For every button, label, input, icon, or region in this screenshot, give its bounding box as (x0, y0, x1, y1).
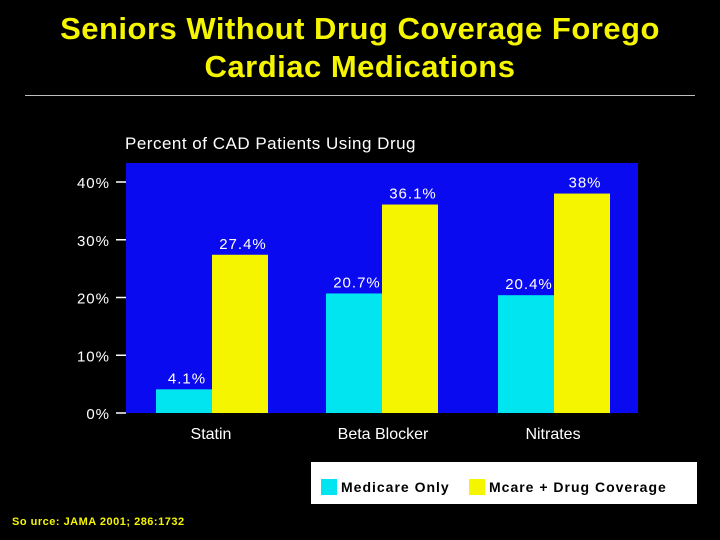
bar-data-label: 20.7% (333, 274, 381, 291)
chart-legend: Medicare Only Mcare + Drug Coverage (311, 462, 697, 504)
legend-swatch-medicare-only (321, 479, 337, 495)
y-tick-label: 20% (77, 291, 110, 308)
legend-label-medicare-only: Medicare Only (341, 479, 450, 495)
bar-data-label: 20.4% (505, 276, 553, 293)
bar-data-label: 4.1% (168, 370, 206, 387)
title-line-1: Seniors Without Drug Coverage Forego (60, 11, 660, 46)
x-category-label: Nitrates (525, 426, 580, 443)
legend-item-drug-coverage: Mcare + Drug Coverage (469, 478, 667, 496)
legend-item-medicare-only: Medicare Only (321, 478, 450, 496)
y-tick-label: 40% (77, 175, 110, 192)
bar-drug-coverage (382, 204, 438, 413)
bar-data-label: 27.4% (219, 236, 267, 253)
x-category-label: Beta Blocker (338, 426, 429, 443)
legend-swatch-drug-coverage (469, 479, 485, 495)
title-divider (25, 95, 695, 96)
y-tick-label: 0% (86, 406, 110, 423)
slide-title: Seniors Without Drug Coverage Forego Car… (0, 10, 720, 86)
bar-medicare-only (498, 295, 554, 413)
source-citation: So urce: JAMA 2001; 286:1732 (12, 516, 185, 528)
bar-medicare-only (326, 293, 382, 413)
title-line-2: Cardiac Medications (204, 49, 516, 84)
legend-label-drug-coverage: Mcare + Drug Coverage (489, 479, 667, 495)
bar-data-label: 38% (568, 175, 601, 192)
bar-medicare-only (156, 389, 212, 413)
x-category-label: Statin (191, 426, 232, 443)
bar-drug-coverage (554, 193, 610, 413)
bar-data-label: 36.1% (389, 186, 437, 203)
bar-drug-coverage (212, 254, 268, 413)
chart-title: Percent of CAD Patients Using Drug (125, 134, 417, 153)
y-tick-label: 10% (77, 348, 110, 365)
y-tick-label: 30% (77, 233, 110, 250)
